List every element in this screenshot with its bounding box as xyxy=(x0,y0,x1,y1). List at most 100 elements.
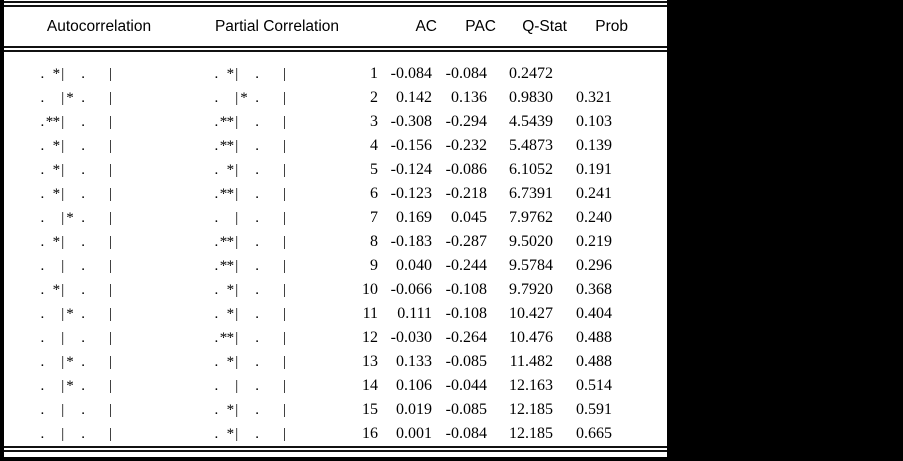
bar-char: . xyxy=(255,330,260,346)
bar-char: . xyxy=(81,282,86,298)
autocorrelation-bar: . *| . | xyxy=(4,278,154,302)
prob-value: 0.139 xyxy=(576,137,612,154)
bar-char: | xyxy=(61,114,65,130)
bar-char: | xyxy=(235,114,239,130)
lag-value: 6 xyxy=(370,185,378,202)
bar-char: | xyxy=(61,378,65,394)
bar-char: . xyxy=(81,138,86,154)
bar-char: . xyxy=(255,306,260,322)
bar-char: . xyxy=(81,330,86,346)
table-row: . | * . | . | . | 14 0.106 -0.044 12.163 … xyxy=(4,374,667,398)
autocorrelation-bar: . | . | xyxy=(4,254,154,278)
prob-value: 0.488 xyxy=(576,353,612,370)
bar-char: . xyxy=(214,306,219,322)
bar-char: . xyxy=(255,426,260,442)
autocorrelation-bar: . | . | xyxy=(4,398,154,422)
pac-value: -0.287 xyxy=(445,233,487,250)
lag-value: 5 xyxy=(370,161,378,178)
bar-char: * xyxy=(226,354,235,370)
ac-value: 0.106 xyxy=(396,377,432,394)
bar-char: | xyxy=(108,354,112,370)
bar-char: | xyxy=(282,402,286,418)
bar-char: * xyxy=(226,114,235,130)
prob-value: 0.321 xyxy=(576,89,612,106)
bar-char: | xyxy=(235,282,239,298)
prob-value: 0.240 xyxy=(576,209,612,226)
bar-char: . xyxy=(40,114,45,130)
bar-char: . xyxy=(214,378,219,394)
bar-char: . xyxy=(81,426,86,442)
partial-correlation-bar: . **| . | xyxy=(213,230,333,254)
lag-value: 1 xyxy=(370,65,378,82)
bar-char: . xyxy=(214,330,219,346)
bar-char: | xyxy=(61,138,65,154)
bar-char: | xyxy=(108,258,112,274)
bar-char: | xyxy=(108,402,112,418)
bar-char: | xyxy=(108,330,112,346)
header-pac: PAC xyxy=(465,18,496,35)
qstat-value: 4.5439 xyxy=(509,113,553,130)
bar-char: * xyxy=(52,162,61,178)
bar-char: . xyxy=(40,234,45,250)
bar-char: | xyxy=(61,66,65,82)
bar-char: . xyxy=(214,186,219,202)
bar-char: . xyxy=(255,234,260,250)
bar-char: . xyxy=(40,306,45,322)
bar-char: | xyxy=(61,282,65,298)
header-qstat: Q-Stat xyxy=(522,18,567,35)
lag-value: 12 xyxy=(362,329,378,346)
table-row: . *| . | . **| . | 8 -0.183 -0.287 9.5020… xyxy=(4,230,667,254)
bar-char: | xyxy=(282,330,286,346)
bar-char: . xyxy=(214,138,219,154)
lag-value: 4 xyxy=(370,137,378,154)
prob-value: 0.404 xyxy=(576,305,612,322)
bar-char: | xyxy=(282,258,286,274)
prob-value: 0.514 xyxy=(576,377,612,394)
bar-char: | xyxy=(108,66,112,82)
qstat-value: 9.5020 xyxy=(509,233,553,250)
bar-char: . xyxy=(255,210,260,226)
bar-char: * xyxy=(66,378,74,394)
autocorrelation-bar: . *| . | xyxy=(4,134,154,158)
bar-char: * xyxy=(226,234,235,250)
bar-char: | xyxy=(108,138,112,154)
ac-value: 0.133 xyxy=(396,353,432,370)
qstat-value: 7.9762 xyxy=(509,209,553,226)
ac-value: -0.183 xyxy=(390,233,432,250)
table-body: . *| . | . *| . | 1 -0.084 -0.084 0.2472… xyxy=(4,52,667,446)
bar-char: | xyxy=(282,66,286,82)
bar-char: . xyxy=(81,258,86,274)
bar-char: | xyxy=(235,426,239,442)
bar-char: | xyxy=(235,402,239,418)
table-row: . | * . | . | * . | 2 0.142 0.136 0.9830 0… xyxy=(4,86,667,110)
bar-char: | xyxy=(235,234,239,250)
bar-char: * xyxy=(226,402,235,418)
header-double-rule xyxy=(4,46,667,52)
bar-char: | xyxy=(61,402,65,418)
bar-char: * xyxy=(226,330,235,346)
bar-char: . xyxy=(81,66,86,82)
table-row: . | . | . **| . | 12 -0.030 -0.264 10.476… xyxy=(4,326,667,350)
ac-value: -0.030 xyxy=(390,329,432,346)
prob-value: 0.368 xyxy=(576,281,612,298)
pac-value: -0.044 xyxy=(445,377,487,394)
bar-char: . xyxy=(40,378,45,394)
bar-char: | xyxy=(282,426,286,442)
bar-char: | xyxy=(61,210,65,226)
bar-char: . xyxy=(40,138,45,154)
header-ac: AC xyxy=(415,18,437,35)
autocorrelation-bar: . | . | xyxy=(4,326,154,350)
prob-value: 0.241 xyxy=(576,185,612,202)
autocorrelation-bar: . | . | xyxy=(4,422,154,446)
bar-char: * xyxy=(226,258,235,274)
autocorrelation-bar: . *| . | xyxy=(4,230,154,254)
bar-char: | xyxy=(108,378,112,394)
bar-char: | xyxy=(282,90,286,106)
bar-char: | xyxy=(282,186,286,202)
bar-char: | xyxy=(235,186,239,202)
bar-char: . xyxy=(214,354,219,370)
bar-char: | xyxy=(108,114,112,130)
bar-char: | xyxy=(282,378,286,394)
bar-char: . xyxy=(40,162,45,178)
prob-value: 0.219 xyxy=(576,233,612,250)
